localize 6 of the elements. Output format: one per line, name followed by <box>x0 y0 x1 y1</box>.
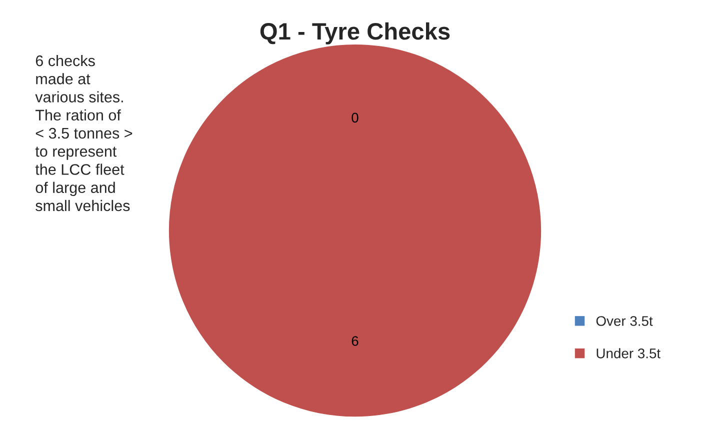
legend-label: Over 3.5t <box>596 316 653 326</box>
text: 6 checks made at various sites. The ration of < 3.5 tonnes > to represent the LCC fleet of large and small vehicles <box>35 54 132 212</box>
chart-title: Q1 - Tyre Checks <box>260 22 450 44</box>
text: 0 <box>352 112 358 123</box>
data-label: 6 <box>352 336 358 346</box>
legend-label: Under 3.5t <box>596 348 660 358</box>
